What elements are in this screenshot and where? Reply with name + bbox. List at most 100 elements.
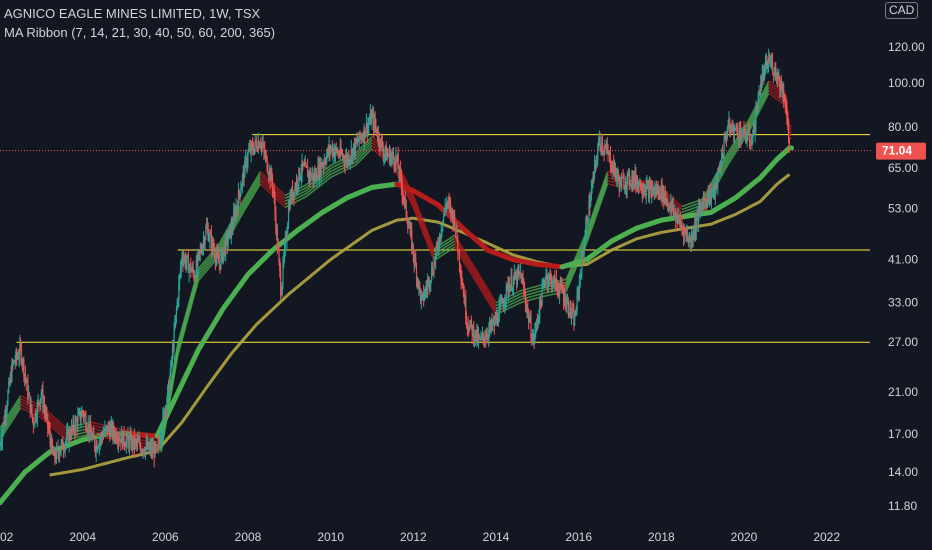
candle-body	[748, 130, 750, 133]
ma-ribbon-segment	[416, 217, 421, 224]
ma-ribbon-segment	[594, 201, 599, 208]
symbol-title[interactable]: AGNICO EAGLE MINES LIMITED, 1W, TSX	[4, 6, 261, 21]
candle-body	[548, 275, 550, 281]
ma-ribbon-segment	[687, 202, 691, 206]
ma-ribbon-segment	[309, 191, 313, 195]
ma-ribbon-segment	[49, 415, 53, 419]
candle-body	[727, 127, 729, 130]
candle-body	[589, 200, 591, 207]
ma-ribbon-segment	[278, 194, 282, 198]
chart-legend: AGNICO EAGLE MINES LIMITED, 1W, TSX MA R…	[4, 4, 275, 42]
y-axis[interactable]: 120.00100.0080.0065.0053.0041.0033.0027.…	[888, 40, 925, 513]
ma-ribbon-segment	[414, 206, 419, 213]
candle-body	[265, 154, 267, 157]
indicator-label[interactable]: MA Ribbon (7, 14, 21, 30, 40, 50, 60, 20…	[4, 25, 276, 40]
candle-body	[527, 310, 530, 322]
ma-ribbon-segment	[520, 298, 524, 301]
candle-body	[286, 233, 288, 241]
candle-body	[82, 412, 85, 418]
candle-body	[225, 237, 227, 255]
candle-body	[516, 270, 519, 284]
candle-body	[787, 118, 789, 126]
ma-ribbon-segment	[530, 298, 534, 301]
candle-body	[778, 76, 780, 79]
candle-body	[152, 447, 155, 453]
ma-ribbon-segment	[604, 174, 609, 181]
candle-body	[651, 188, 654, 194]
ma-ribbon-segment	[261, 185, 266, 189]
ma-ribbon-segment	[412, 207, 417, 213]
candle-body	[578, 289, 580, 293]
ma-ribbon-segment	[720, 169, 725, 175]
ma-ribbon-segment	[241, 202, 245, 207]
currency-badge[interactable]: CAD	[885, 2, 919, 19]
ma-ribbon-segment	[718, 176, 722, 181]
candle-body	[314, 171, 317, 179]
candle-body	[482, 333, 484, 338]
candle-body	[176, 301, 178, 310]
ma-ribbon-segment	[338, 162, 342, 166]
candle-body	[717, 170, 720, 172]
candle-body	[527, 309, 529, 311]
candle-body	[194, 276, 197, 278]
candle-body	[332, 149, 334, 155]
ma-ribbon-segment	[424, 239, 429, 245]
candle-body	[203, 239, 205, 246]
candle-body	[740, 130, 742, 141]
candle-body	[714, 185, 716, 196]
ma-ribbon-segment	[199, 266, 204, 270]
ma-ribbon-segment	[206, 261, 210, 266]
candle-body	[606, 145, 608, 151]
candle-body	[421, 294, 423, 296]
candle-body	[290, 194, 292, 201]
ma-ribbon-segment	[422, 233, 427, 240]
candle-body	[382, 149, 384, 156]
ma-ribbon-segment	[57, 428, 61, 432]
candle-body	[55, 458, 57, 460]
candle-body	[450, 208, 453, 214]
candle-body	[316, 179, 318, 181]
ma-ribbon-segment	[247, 197, 251, 202]
x-axis[interactable]: 2002200420062008201020122014201620182020…	[0, 530, 840, 544]
candle-body	[374, 118, 376, 127]
candle-body	[10, 374, 12, 381]
candle-body	[494, 317, 496, 326]
ma-ribbon-segment	[369, 139, 373, 143]
candle-body	[375, 126, 377, 129]
candle-body	[72, 420, 74, 428]
candle-body	[248, 150, 250, 152]
ma-ribbon-segment	[579, 240, 584, 246]
candle-body	[136, 440, 139, 444]
x-tick-label: 2008	[235, 530, 262, 544]
candle-body	[341, 154, 344, 158]
candle-body	[707, 192, 709, 203]
candle-body	[715, 178, 717, 186]
ma-ribbon-segment	[539, 293, 542, 296]
ma-ribbon-segment	[514, 300, 518, 304]
candle-body	[702, 204, 704, 209]
candle-body	[172, 347, 174, 350]
candle-body	[97, 447, 100, 449]
candle-body	[140, 446, 142, 452]
candle-body	[623, 177, 625, 190]
candle-body	[507, 284, 509, 293]
candle-body	[190, 270, 193, 273]
candle-body	[721, 153, 724, 158]
candle-body	[551, 277, 553, 288]
candle-body	[468, 328, 470, 331]
candle-body	[189, 263, 191, 267]
ma-ribbon-segment	[448, 243, 451, 246]
ma-ribbon-segment	[528, 298, 532, 302]
candle-body	[472, 326, 474, 336]
ma-ribbon-segment	[482, 284, 487, 289]
candle-body	[283, 246, 286, 258]
ma-ribbon-segment	[365, 143, 369, 147]
candle-body	[373, 118, 375, 129]
candle-body	[367, 124, 369, 134]
candle-body	[104, 427, 106, 433]
last-price-tag-label: 71.04	[882, 144, 912, 158]
candle-body	[452, 214, 454, 224]
ma-ribbon-segment	[7, 417, 12, 422]
